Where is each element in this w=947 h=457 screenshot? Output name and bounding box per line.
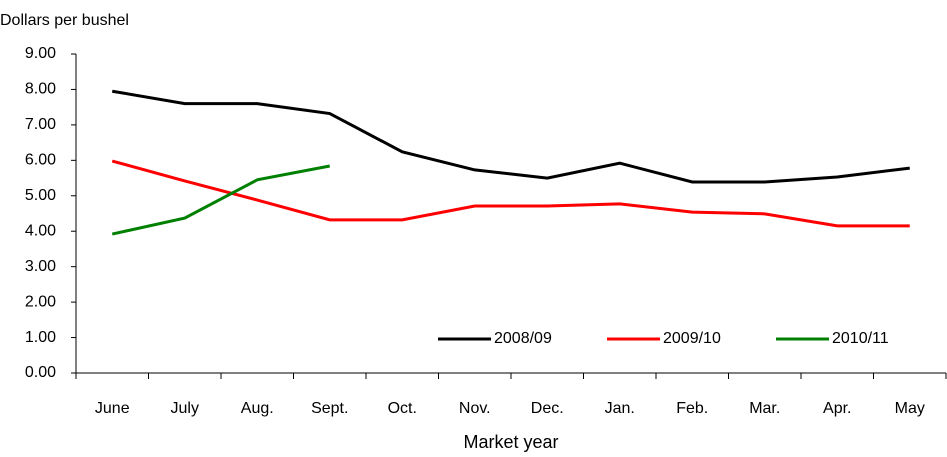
x-tick-label: Dec. [531,400,564,417]
series-line [111,89,910,184]
x-tick-label: Apr. [823,400,851,417]
x-tick-label: Aug. [241,400,274,417]
series-line [111,159,910,228]
legend-label: 2009/10 [663,330,721,347]
x-tick-label: Oct. [388,400,417,417]
series-line [111,164,331,236]
y-tick-label: 1.00 [25,329,56,346]
x-tick-label: Jan. [605,400,635,417]
y-axis-title: Dollars per bushel [0,12,129,29]
legend-label: 2008/09 [494,330,552,347]
y-tick-label: 9.00 [25,45,56,62]
y-tick-label: 2.00 [25,293,56,310]
y-tick-label: 5.00 [25,187,56,204]
y-tick-label: 7.00 [25,116,56,133]
y-tick-label: 3.00 [25,258,56,275]
x-tick-label: May [895,400,925,417]
x-tick-label: Feb. [676,400,708,417]
y-tick-label: 6.00 [25,152,56,169]
legend-label: 2010/11 [832,330,889,347]
x-tick-label: Nov. [459,400,491,417]
x-axis-title: Market year [463,432,558,452]
x-tick-label: Mar. [749,400,780,417]
x-tick-label: June [95,400,130,417]
x-tick-label: July [171,400,199,417]
y-tick-label: 8.00 [25,81,56,98]
y-tick-label: 4.00 [25,222,56,239]
y-tick-label: 0.00 [25,364,56,381]
x-tick-label: Sept. [311,400,348,417]
